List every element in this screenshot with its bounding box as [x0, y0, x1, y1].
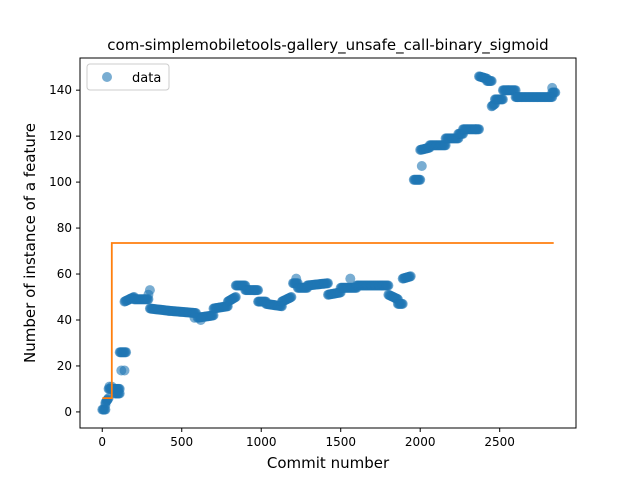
data-point: [230, 292, 241, 302]
data-point: [143, 289, 154, 300]
y-tick-label: 60: [57, 267, 72, 281]
axis-ticks: 0 500 1000 1500 2000 2500 0 20 40 60 80 100 120 140: [49, 83, 515, 449]
data-point: [383, 280, 394, 291]
legend-marker: [102, 72, 112, 82]
data-point: [291, 273, 302, 284]
data-point: [286, 292, 297, 302]
y-tick-label: 80: [57, 221, 72, 235]
y-tick-label: 40: [57, 313, 72, 327]
data-point: [102, 395, 112, 406]
data-point: [323, 278, 333, 289]
x-tick-label: 1500: [325, 435, 356, 449]
y-tick-label: 20: [57, 359, 72, 373]
data-point: [415, 174, 426, 185]
data-point: [405, 271, 416, 282]
data-point: [416, 161, 427, 171]
data-point: [345, 273, 356, 284]
plot-area: [97, 71, 561, 415]
data-point: [397, 298, 408, 309]
data-point: [497, 94, 508, 105]
data-point: [195, 315, 206, 325]
data-point: [114, 388, 125, 399]
chart-title: com-simplemobiletools-gallery_unsafe_cal…: [107, 36, 548, 55]
data-point: [121, 347, 132, 358]
data-point: [119, 365, 130, 376]
data-point: [253, 285, 264, 296]
x-axis-label: Commit number: [267, 454, 390, 472]
data-point: [470, 124, 481, 135]
data-point: [512, 92, 523, 103]
x-tick-label: 2000: [405, 435, 436, 449]
legend-label-data: data: [132, 71, 161, 86]
legend: data: [86, 63, 170, 91]
fit-line: [102, 242, 554, 399]
legend-box: [86, 63, 170, 91]
x-tick-label: 1000: [246, 435, 277, 449]
y-axis-label: Number of instance of a feature: [21, 123, 39, 363]
x-tick-label: 500: [170, 435, 193, 449]
y-tick-label: 140: [49, 83, 72, 97]
axes-frame: [79, 57, 577, 429]
y-tick-label: 100: [49, 175, 72, 189]
x-tick-label: 2500: [484, 435, 515, 449]
y-tick-label: 0: [64, 405, 72, 419]
data-point: [547, 82, 558, 93]
x-tick-label: 0: [98, 435, 106, 449]
y-tick-label: 120: [49, 129, 72, 143]
data-point: [486, 76, 497, 86]
